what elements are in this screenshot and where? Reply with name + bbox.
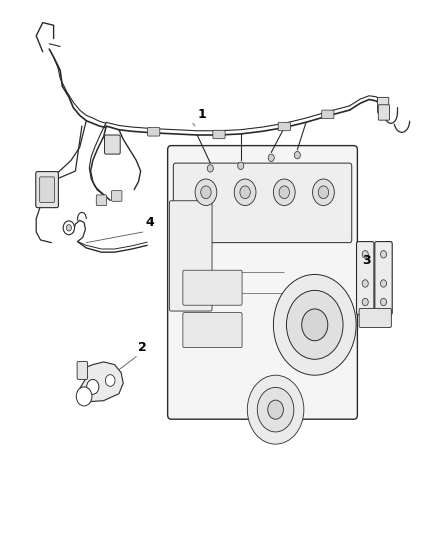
Circle shape bbox=[318, 186, 328, 199]
FancyBboxPatch shape bbox=[112, 191, 122, 201]
Circle shape bbox=[207, 165, 213, 172]
Circle shape bbox=[362, 251, 368, 258]
Circle shape bbox=[247, 375, 304, 444]
FancyBboxPatch shape bbox=[168, 146, 357, 419]
FancyBboxPatch shape bbox=[183, 270, 242, 305]
Circle shape bbox=[286, 290, 343, 359]
FancyBboxPatch shape bbox=[36, 172, 58, 208]
FancyBboxPatch shape bbox=[77, 361, 88, 379]
FancyBboxPatch shape bbox=[213, 130, 225, 139]
Circle shape bbox=[87, 379, 99, 394]
FancyBboxPatch shape bbox=[378, 98, 389, 113]
FancyBboxPatch shape bbox=[183, 313, 242, 348]
Text: 4: 4 bbox=[145, 216, 154, 229]
Circle shape bbox=[279, 186, 290, 199]
Circle shape bbox=[268, 400, 283, 419]
Circle shape bbox=[63, 221, 74, 235]
FancyBboxPatch shape bbox=[359, 309, 391, 327]
Circle shape bbox=[381, 280, 387, 287]
FancyBboxPatch shape bbox=[278, 122, 290, 131]
Circle shape bbox=[257, 387, 294, 432]
FancyBboxPatch shape bbox=[357, 241, 374, 315]
Circle shape bbox=[362, 298, 368, 306]
Circle shape bbox=[106, 375, 115, 386]
Circle shape bbox=[273, 274, 356, 375]
FancyBboxPatch shape bbox=[105, 135, 120, 154]
Circle shape bbox=[381, 298, 387, 306]
Circle shape bbox=[268, 154, 274, 161]
FancyBboxPatch shape bbox=[378, 105, 390, 120]
Circle shape bbox=[294, 151, 300, 159]
Circle shape bbox=[302, 309, 328, 341]
Polygon shape bbox=[80, 362, 123, 402]
FancyBboxPatch shape bbox=[96, 195, 107, 206]
Circle shape bbox=[201, 186, 211, 199]
Circle shape bbox=[273, 179, 295, 206]
Circle shape bbox=[238, 162, 244, 169]
Circle shape bbox=[313, 179, 334, 206]
FancyBboxPatch shape bbox=[173, 163, 352, 243]
FancyBboxPatch shape bbox=[40, 177, 54, 203]
Circle shape bbox=[66, 224, 71, 231]
Circle shape bbox=[362, 280, 368, 287]
FancyBboxPatch shape bbox=[375, 241, 392, 315]
Text: 2: 2 bbox=[138, 341, 147, 354]
Circle shape bbox=[76, 387, 92, 406]
Circle shape bbox=[195, 179, 217, 206]
Text: 1: 1 bbox=[197, 108, 206, 120]
Circle shape bbox=[240, 186, 251, 199]
FancyBboxPatch shape bbox=[322, 110, 334, 118]
Text: 3: 3 bbox=[362, 254, 371, 266]
Circle shape bbox=[234, 179, 256, 206]
FancyBboxPatch shape bbox=[148, 127, 160, 136]
FancyBboxPatch shape bbox=[170, 201, 212, 311]
Circle shape bbox=[381, 251, 387, 258]
